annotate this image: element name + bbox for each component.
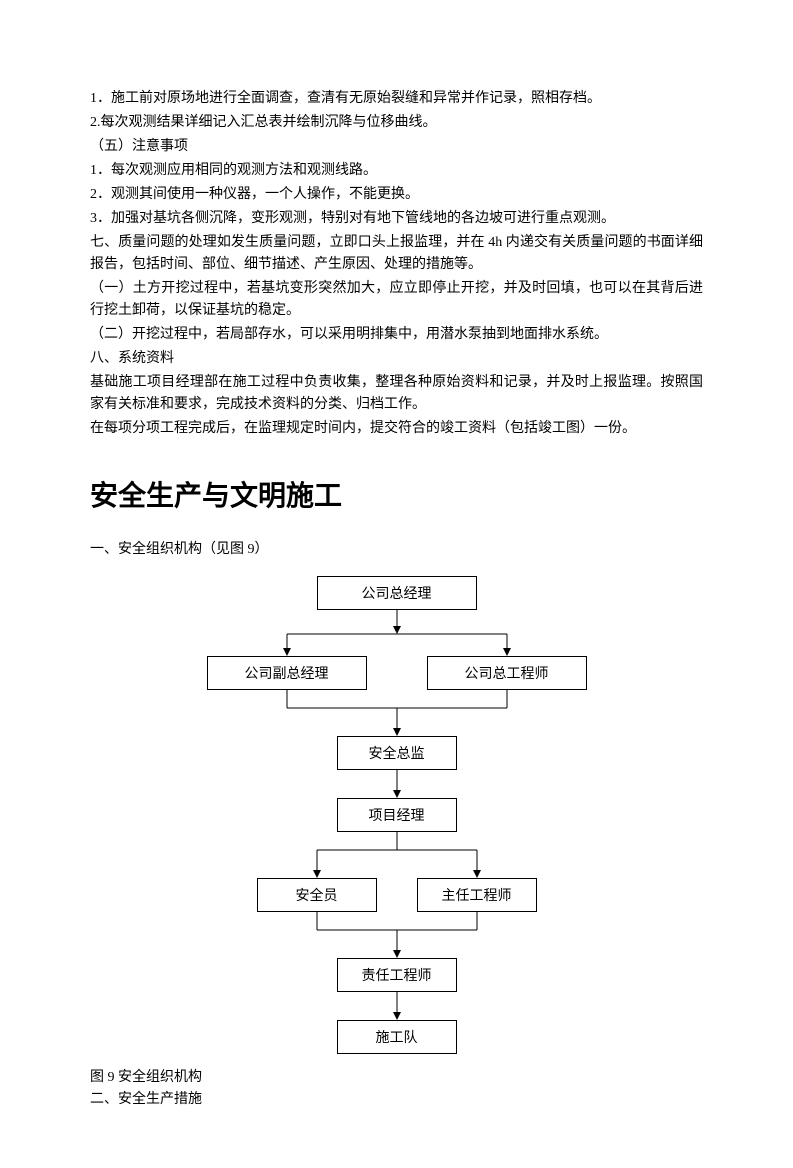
node-vgm: 公司副总经理: [207, 656, 367, 690]
node-lead-eng: 主任工程师: [417, 878, 537, 912]
node-safety-off: 安全员: [257, 878, 377, 912]
node-chief-eng: 公司总工程师: [427, 656, 587, 690]
figure-caption: 图 9 安全组织机构: [90, 1066, 703, 1086]
node-proj-mgr: 项目经理: [337, 798, 457, 832]
para: 3．加强对基坑各侧沉降，变形观测，特别对有地下管线地的各边坡可进行重点观测。: [90, 208, 703, 230]
para: 七、质量问题的处理如发生质量问题，立即口头上报监理，并在 4h 内递交有关质量问…: [90, 232, 703, 276]
para: 1．施工前对原场地进行全面调查，查清有无原始裂缝和异常并作记录，照相存档。: [90, 88, 703, 110]
node-ceo: 公司总经理: [317, 576, 477, 610]
para: （一）土方开挖过程中，若基坑变形突然加大，应立即停止开挖，并及时回填，也可以在其…: [90, 278, 703, 322]
node-resp-eng: 责任工程师: [337, 958, 457, 992]
connector: [247, 832, 547, 878]
body-text: 1．施工前对原场地进行全面调查，查清有无原始裂缝和异常并作记录，照相存档。 2.…: [90, 88, 703, 440]
para: （五）注意事项: [90, 136, 703, 158]
para: 2.每次观测结果详细记入汇总表并绘制沉降与位移曲线。: [90, 112, 703, 134]
connector: [247, 912, 547, 958]
section-two: 二、安全生产措施: [90, 1088, 703, 1108]
para: 2．观测其间使用一种仪器，一个人操作，不能更换。: [90, 184, 703, 206]
section-intro: 一、安全组织机构（见图 9）: [90, 538, 703, 558]
connector: [207, 690, 587, 736]
node-team: 施工队: [337, 1020, 457, 1054]
para: 八、系统资料: [90, 348, 703, 370]
connector: [207, 610, 587, 656]
para: 基础施工项目经理部在施工过程中负责收集，整理各种原始资料和记录，并及时上报监理。…: [90, 372, 703, 416]
section-heading: 安全生产与文明施工: [90, 474, 703, 514]
connector: [387, 770, 407, 798]
para: 在每项分项工程完成后，在监理规定时间内，提交符合的竣工资料（包括竣工图）一份。: [90, 418, 703, 440]
org-flowchart: 公司总经理 公司副总经理 公司总工程师: [182, 576, 612, 1054]
connector: [387, 992, 407, 1020]
para: （二）开挖过程中，若局部存水，可以采用明排集中，用潜水泵抽到地面排水系统。: [90, 324, 703, 346]
para: 1．每次观测应用相同的观测方法和观测线路。: [90, 160, 703, 182]
node-safety-dir: 安全总监: [337, 736, 457, 770]
